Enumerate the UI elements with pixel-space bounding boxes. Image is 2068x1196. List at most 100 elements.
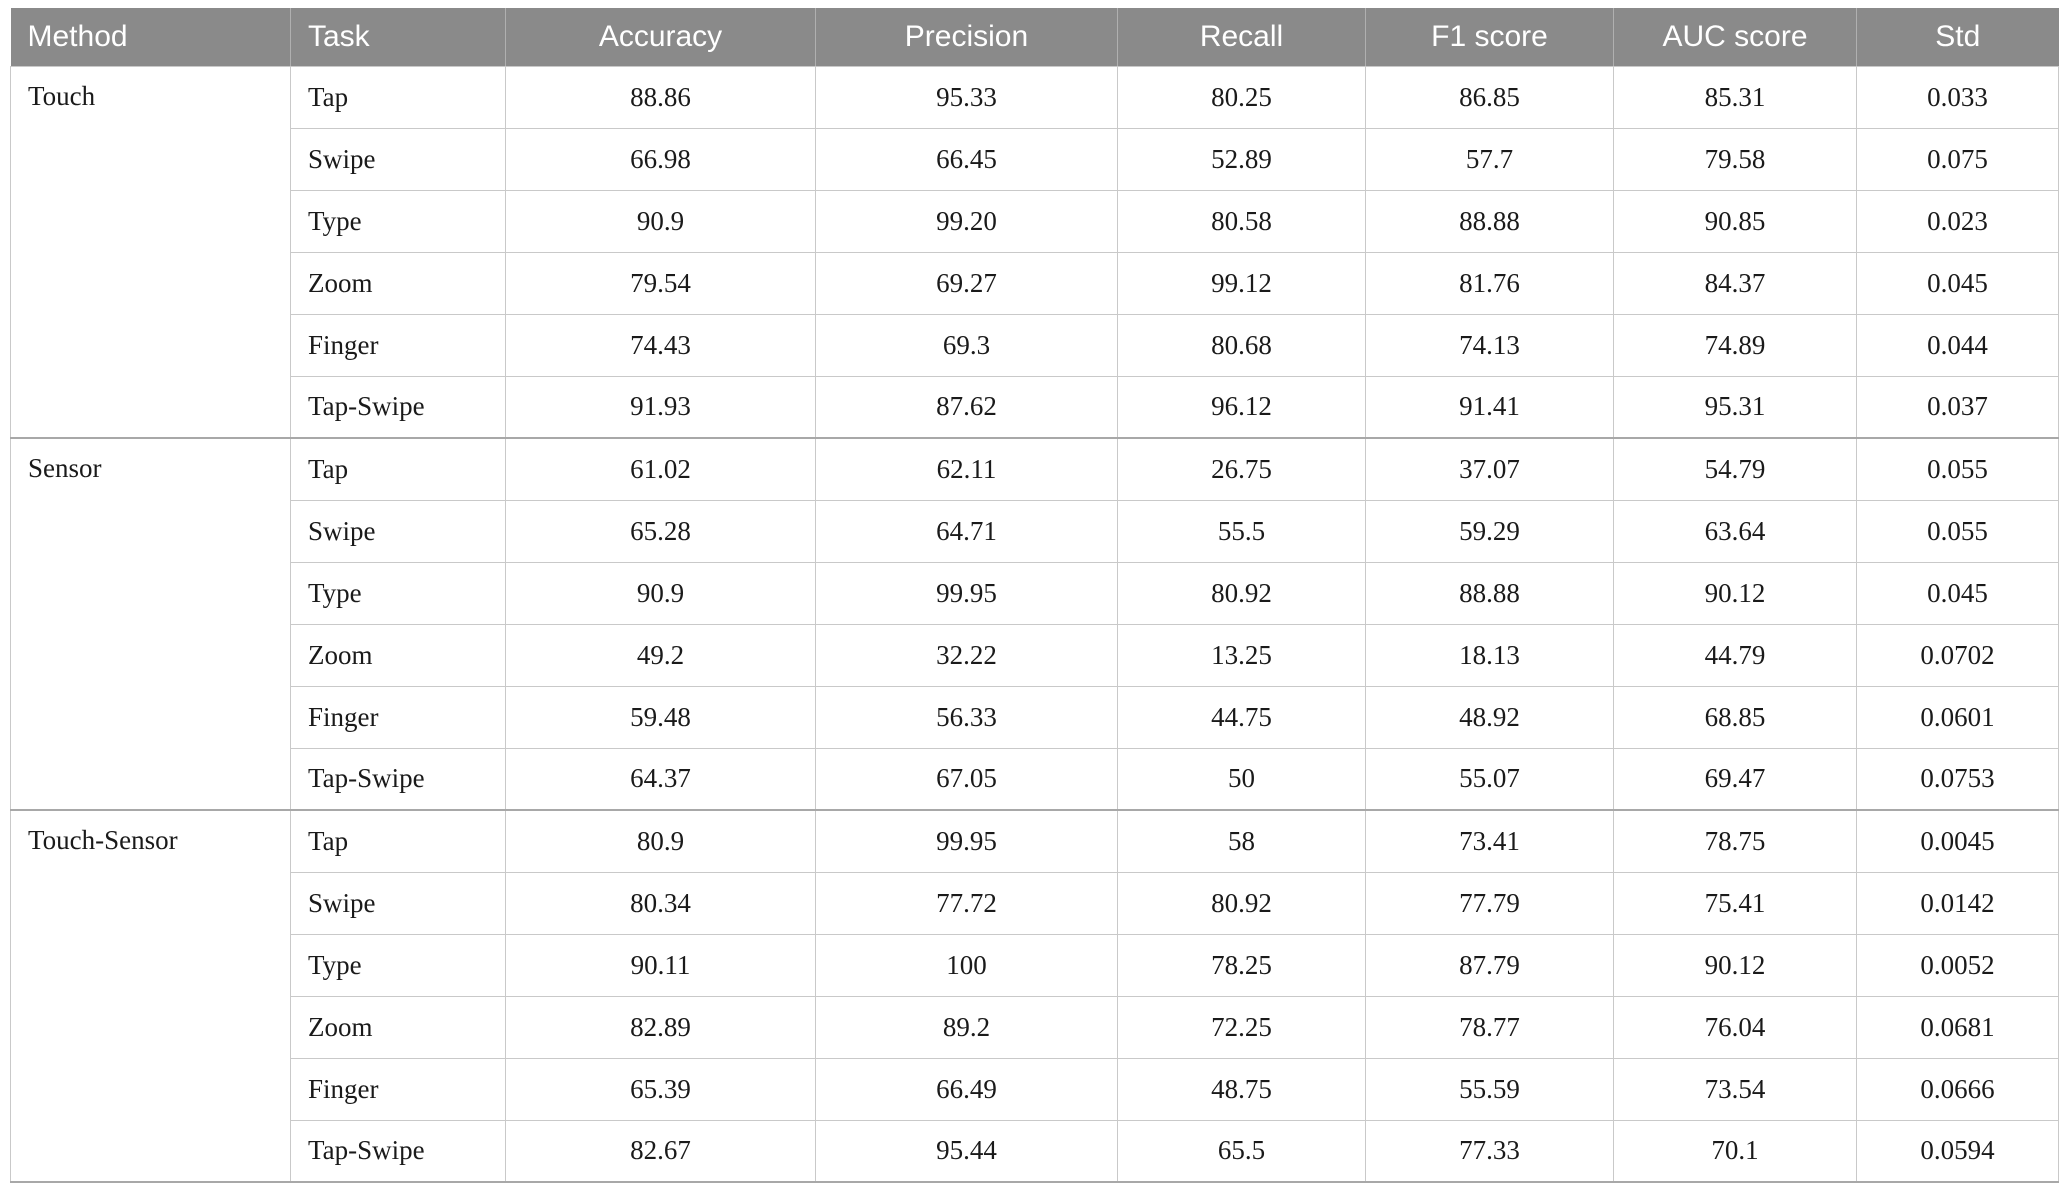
recall-cell: 26.75	[1117, 437, 1366, 501]
auc-score-cell: 84.37	[1613, 251, 1857, 315]
auc-score-cell: 73.54	[1613, 1057, 1857, 1121]
table-row: Finger 65.39 66.49 48.75 55.59 73.54 0.0666	[11, 1057, 2059, 1121]
recall-cell: 58	[1117, 809, 1366, 873]
task-cell: Finger	[290, 313, 506, 377]
recall-cell: 80.92	[1117, 871, 1366, 935]
std-cell: 0.037	[1856, 375, 2059, 439]
table-row: Zoom 82.89 89.2 72.25 78.77 76.04 0.0681	[11, 995, 2059, 1059]
accuracy-cell: 79.54	[505, 251, 816, 315]
f1-score-cell: 74.13	[1365, 313, 1614, 377]
std-cell: 0.0666	[1856, 1057, 2059, 1121]
auc-score-cell: 79.58	[1613, 127, 1857, 191]
f1-score-cell: 73.41	[1365, 809, 1614, 873]
recall-cell: 72.25	[1117, 995, 1366, 1059]
recall-cell: 80.58	[1117, 189, 1366, 253]
task-cell: Tap	[290, 437, 506, 501]
auc-score-cell: 68.85	[1613, 685, 1857, 749]
table-row: Zoom 49.2 32.22 13.25 18.13 44.79 0.0702	[11, 623, 2059, 687]
f1-score-cell: 37.07	[1365, 437, 1614, 501]
table-row: Type 90.11 100 78.25 87.79 90.12 0.0052	[11, 933, 2059, 997]
precision-cell: 95.44	[815, 1119, 1118, 1183]
recall-cell: 99.12	[1117, 251, 1366, 315]
task-cell: Zoom	[290, 995, 506, 1059]
table-row: Type 90.9 99.95 80.92 88.88 90.12 0.045	[11, 561, 2059, 625]
recall-cell: 65.5	[1117, 1119, 1366, 1183]
recall-cell: 80.25	[1117, 65, 1366, 129]
task-cell: Zoom	[290, 623, 506, 687]
table-row: Touch Tap 88.86 95.33 80.25 86.85 85.31 0.033	[10, 65, 2059, 439]
std-cell: 0.0142	[1856, 871, 2059, 935]
f1-score-cell: 48.92	[1365, 685, 1614, 749]
accuracy-cell: 90.11	[505, 933, 816, 997]
table-row: Tap-Swipe 82.67 95.44 65.5 77.33 70.1 0.0594	[11, 1119, 2059, 1183]
table-row: Swipe 66.98 66.45 52.89 57.7 79.58 0.075	[11, 127, 2059, 191]
task-cell: Tap-Swipe	[290, 747, 506, 811]
precision-cell: 95.33	[815, 65, 1118, 129]
recall-cell: 80.92	[1117, 561, 1366, 625]
auc-score-cell: 95.31	[1613, 375, 1857, 439]
precision-cell: 99.95	[815, 809, 1118, 873]
task-cell: Tap-Swipe	[290, 1119, 506, 1183]
std-cell: 0.075	[1856, 127, 2059, 191]
std-cell: 0.0594	[1856, 1119, 2059, 1183]
task-cell: Zoom	[290, 251, 506, 315]
recall-cell: 48.75	[1117, 1057, 1366, 1121]
accuracy-cell: 90.9	[505, 561, 816, 625]
f1-score-cell: 87.79	[1365, 933, 1614, 997]
auc-score-cell: 54.79	[1613, 437, 1857, 501]
std-cell: 0.0601	[1856, 685, 2059, 749]
table-row: Finger 59.48 56.33 44.75 48.92 68.85 0.0601	[11, 685, 2059, 749]
recall-cell: 55.5	[1117, 499, 1366, 563]
column-header-recall: Recall	[1117, 8, 1366, 67]
f1-score-cell: 18.13	[1365, 623, 1614, 687]
task-cell: Swipe	[290, 127, 506, 191]
recall-cell: 52.89	[1117, 127, 1366, 191]
task-cell: Swipe	[290, 499, 506, 563]
task-cell: Type	[290, 933, 506, 997]
auc-score-cell: 90.85	[1613, 189, 1857, 253]
std-cell: 0.055	[1856, 437, 2059, 501]
auc-score-cell: 63.64	[1613, 499, 1857, 563]
task-cell: Finger	[290, 685, 506, 749]
column-header-precision: Precision	[815, 8, 1118, 67]
f1-score-cell: 78.77	[1365, 995, 1614, 1059]
f1-score-cell: 77.79	[1365, 871, 1614, 935]
std-cell: 0.0052	[1856, 933, 2059, 997]
task-cell: Type	[290, 561, 506, 625]
auc-score-cell: 74.89	[1613, 313, 1857, 377]
table-row: Swipe 80.34 77.72 80.92 77.79 75.41 0.0142	[11, 871, 2059, 935]
f1-score-cell: 88.88	[1365, 189, 1614, 253]
accuracy-cell: 90.9	[505, 189, 816, 253]
accuracy-cell: 74.43	[505, 313, 816, 377]
task-cell: Tap	[290, 65, 506, 129]
auc-score-cell: 78.75	[1613, 809, 1857, 873]
accuracy-cell: 66.98	[505, 127, 816, 191]
accuracy-cell: 59.48	[505, 685, 816, 749]
task-cell: Swipe	[290, 871, 506, 935]
accuracy-cell: 82.89	[505, 995, 816, 1059]
recall-cell: 13.25	[1117, 623, 1366, 687]
std-cell: 0.055	[1856, 499, 2059, 563]
results-table: Method Task Accuracy Precision Recall F1…	[10, 8, 2059, 1183]
table-row: Zoom 79.54 69.27 99.12 81.76 84.37 0.045	[11, 251, 2059, 315]
precision-cell: 64.71	[815, 499, 1118, 563]
auc-score-cell: 70.1	[1613, 1119, 1857, 1183]
precision-cell: 69.3	[815, 313, 1118, 377]
table-row: Swipe 65.28 64.71 55.5 59.29 63.64 0.055	[11, 499, 2059, 563]
task-cell: Tap-Swipe	[290, 375, 506, 439]
f1-score-cell: 86.85	[1365, 65, 1614, 129]
f1-score-cell: 91.41	[1365, 375, 1614, 439]
precision-cell: 89.2	[815, 995, 1118, 1059]
column-header-accuracy: Accuracy	[505, 8, 816, 67]
method-cell: Sensor	[10, 437, 291, 811]
task-cell: Finger	[290, 1057, 506, 1121]
precision-cell: 32.22	[815, 623, 1118, 687]
accuracy-cell: 65.39	[505, 1057, 816, 1121]
precision-cell: 62.11	[815, 437, 1118, 501]
table-row: Tap-Swipe 91.93 87.62 96.12 91.41 95.31 0.037	[11, 375, 2059, 439]
accuracy-cell: 65.28	[505, 499, 816, 563]
f1-score-cell: 55.07	[1365, 747, 1614, 811]
std-cell: 0.045	[1856, 561, 2059, 625]
precision-cell: 99.95	[815, 561, 1118, 625]
table-row: Tap-Swipe 64.37 67.05 50 55.07 69.47 0.0753	[11, 747, 2059, 811]
